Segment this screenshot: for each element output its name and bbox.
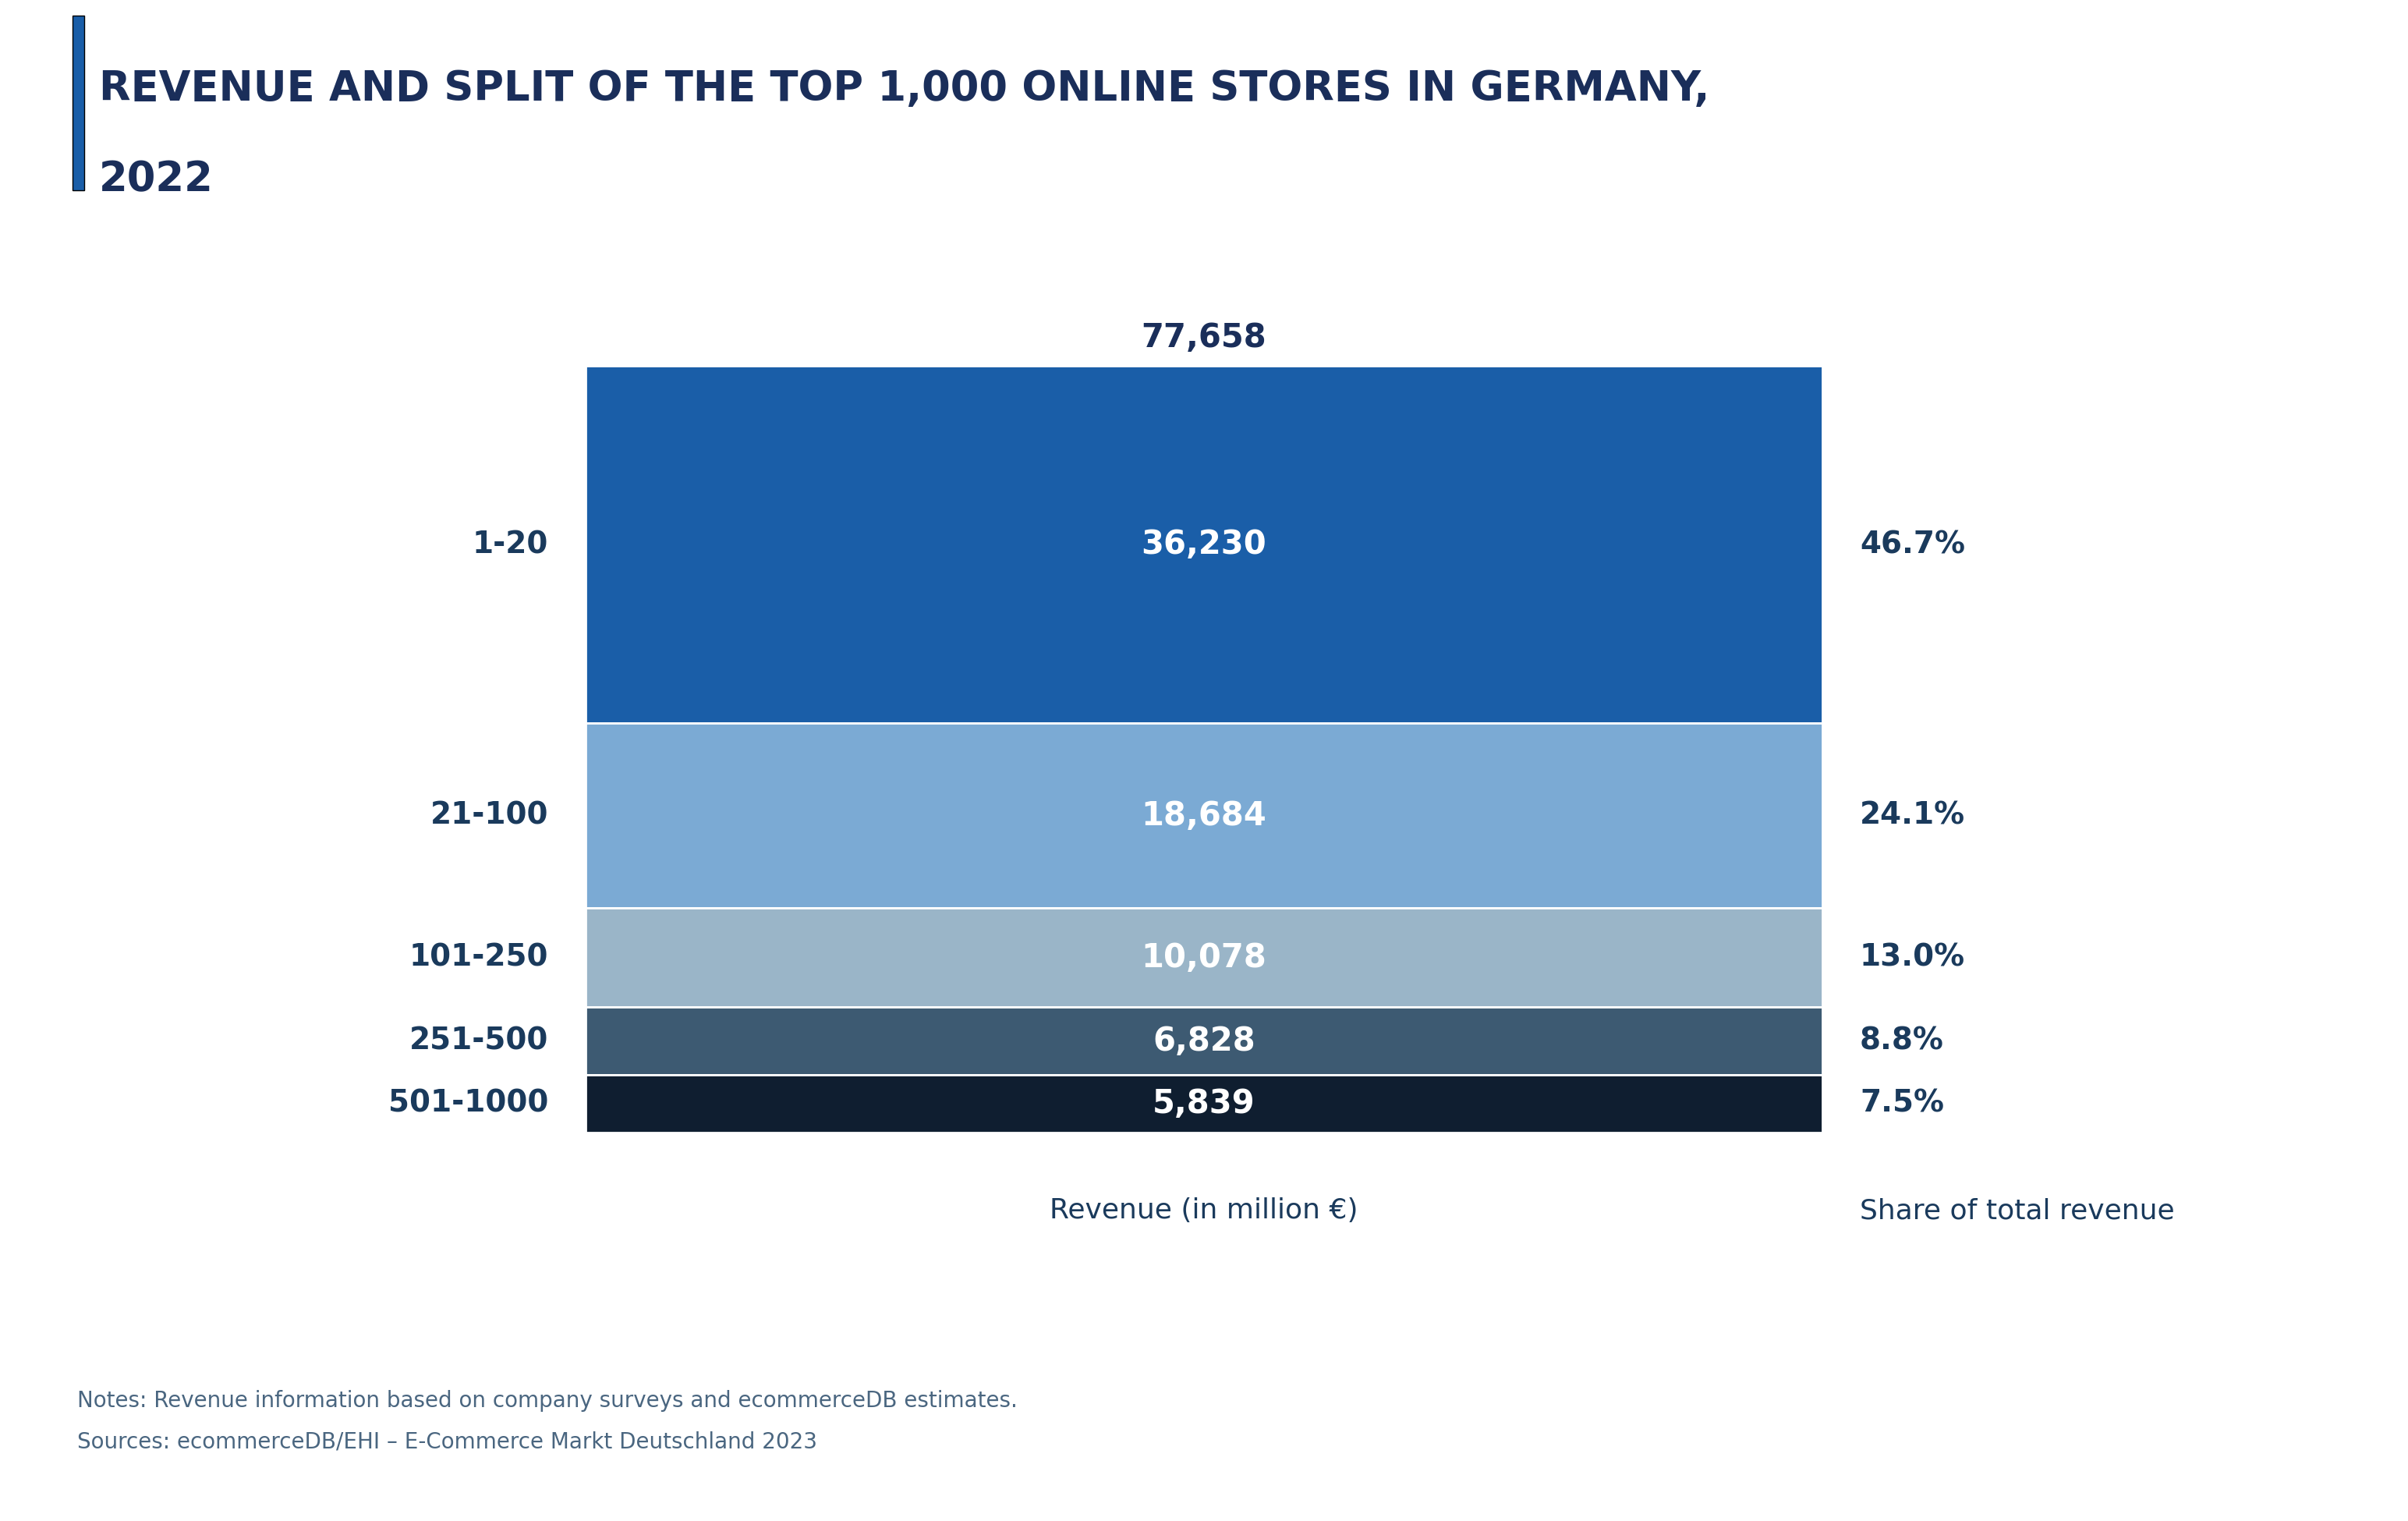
Bar bbox=[585, 1007, 1823, 1075]
Bar bbox=[585, 724, 1823, 908]
Text: 251-500: 251-500 bbox=[409, 1027, 549, 1056]
Text: 6,828: 6,828 bbox=[1153, 1025, 1255, 1057]
Text: 2022: 2022 bbox=[99, 160, 214, 201]
Text: 7.5%: 7.5% bbox=[1859, 1089, 1943, 1118]
Text: 101-250: 101-250 bbox=[409, 943, 549, 972]
Text: 8.8%: 8.8% bbox=[1859, 1027, 1943, 1056]
Text: 5,839: 5,839 bbox=[1153, 1088, 1255, 1119]
Text: 13.0%: 13.0% bbox=[1859, 943, 1965, 972]
Text: 501-1000: 501-1000 bbox=[388, 1089, 549, 1118]
Text: REVENUE AND SPLIT OF THE TOP 1,000 ONLINE STORES IN GERMANY,: REVENUE AND SPLIT OF THE TOP 1,000 ONLIN… bbox=[99, 68, 1710, 110]
Text: 1-20: 1-20 bbox=[472, 529, 549, 560]
Text: 24.1%: 24.1% bbox=[1859, 800, 1965, 830]
Text: 21-100: 21-100 bbox=[431, 800, 549, 830]
Text: 18,684: 18,684 bbox=[1141, 799, 1267, 832]
Bar bbox=[585, 1075, 1823, 1132]
Bar bbox=[585, 908, 1823, 1007]
Text: 77,658: 77,658 bbox=[1141, 321, 1267, 354]
Text: 10,078: 10,078 bbox=[1141, 941, 1267, 973]
Text: 36,230: 36,230 bbox=[1141, 528, 1267, 561]
Text: Sources: ecommerceDB/EHI – E-Commerce Markt Deutschland 2023: Sources: ecommerceDB/EHI – E-Commerce Ma… bbox=[77, 1431, 816, 1453]
Text: Notes: Revenue information based on company surveys and ecommerceDB estimates.: Notes: Revenue information based on comp… bbox=[77, 1390, 1019, 1411]
Text: 46.7%: 46.7% bbox=[1859, 529, 1965, 560]
Bar bbox=[585, 365, 1823, 724]
Text: Share of total revenue: Share of total revenue bbox=[1859, 1197, 2174, 1224]
Text: Revenue (in million €): Revenue (in million €) bbox=[1050, 1197, 1358, 1224]
